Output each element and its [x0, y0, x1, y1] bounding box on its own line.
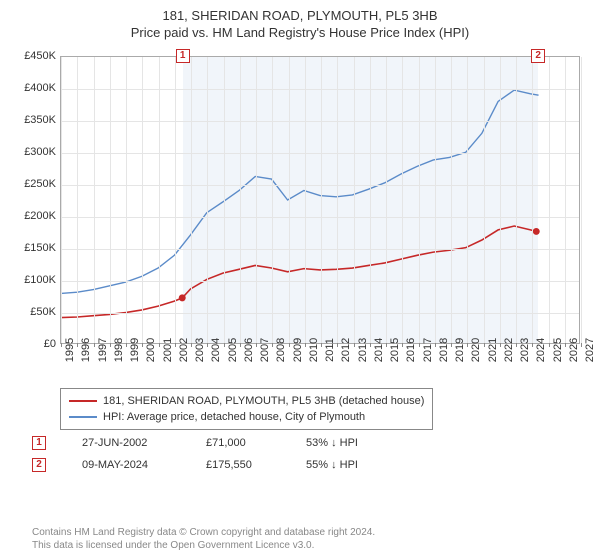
gridline-v [240, 57, 241, 343]
gridline-v [224, 57, 225, 343]
gridline-v [272, 57, 273, 343]
gridline-v [549, 57, 550, 343]
gridline-v [451, 57, 452, 343]
gridline-v [321, 57, 322, 343]
legend-label: HPI: Average price, detached house, City… [103, 411, 365, 423]
sale-index-box: 2 [32, 458, 46, 472]
sale-hpi-delta: 55% ↓ HPI [306, 459, 416, 471]
gridline-v [565, 57, 566, 343]
sales-row: 1 27-JUN-2002 £71,000 53% ↓ HPI [32, 432, 416, 454]
y-tick-label: £200K [10, 210, 56, 222]
gridline-v [159, 57, 160, 343]
y-tick-label: £350K [10, 114, 56, 126]
line-layer [61, 57, 579, 343]
gridline-h [61, 185, 579, 186]
sale-marker-box: 2 [531, 49, 545, 63]
legend-swatch [69, 400, 97, 402]
gridline-v [484, 57, 485, 343]
sale-price: £175,550 [206, 459, 270, 471]
legend-label: 181, SHERIDAN ROAD, PLYMOUTH, PL5 3HB (d… [103, 395, 424, 407]
sale-index-box: 1 [32, 436, 46, 450]
gridline-v [516, 57, 517, 343]
gridline-v [386, 57, 387, 343]
gridline-v [500, 57, 501, 343]
gridline-v [337, 57, 338, 343]
gridline-v [110, 57, 111, 343]
gridline-v [467, 57, 468, 343]
legend-item: HPI: Average price, detached house, City… [69, 409, 424, 425]
gridline-v [256, 57, 257, 343]
gridline-h [61, 281, 579, 282]
chart-title-block: 181, SHERIDAN ROAD, PLYMOUTH, PL5 3HB Pr… [0, 0, 600, 44]
gridline-v [207, 57, 208, 343]
gridline-v [581, 57, 582, 343]
gridline-h [61, 153, 579, 154]
gridline-h [61, 121, 579, 122]
gridline-v [191, 57, 192, 343]
chart-title: 181, SHERIDAN ROAD, PLYMOUTH, PL5 3HB [0, 8, 600, 23]
gridline-v [370, 57, 371, 343]
sales-row: 2 09-MAY-2024 £175,550 55% ↓ HPI [32, 454, 416, 476]
sale-marker-box: 1 [176, 49, 190, 63]
gridline-v [402, 57, 403, 343]
y-tick-label: £0 [10, 338, 56, 350]
gridline-v [77, 57, 78, 343]
y-tick-label: £50K [10, 306, 56, 318]
sale-date: 09-MAY-2024 [82, 459, 170, 471]
y-tick-label: £150K [10, 242, 56, 254]
plot-area: 12 [60, 56, 580, 344]
sale-hpi-delta: 53% ↓ HPI [306, 437, 416, 449]
x-tick-label: 2027 [584, 338, 600, 362]
gridline-v [532, 57, 533, 343]
attribution-footer: Contains HM Land Registry data © Crown c… [32, 526, 375, 552]
gridline-v [94, 57, 95, 343]
sale-price: £71,000 [206, 437, 270, 449]
gridline-v [126, 57, 127, 343]
gridline-v [175, 57, 176, 343]
footer-line-1: Contains HM Land Registry data © Crown c… [32, 526, 375, 539]
gridline-v [142, 57, 143, 343]
gridline-v [305, 57, 306, 343]
footer-line-2: This data is licensed under the Open Gov… [32, 539, 375, 552]
sale-dot [533, 228, 540, 235]
gridline-v [289, 57, 290, 343]
sales-table: 1 27-JUN-2002 £71,000 53% ↓ HPI 2 09-MAY-2024… [32, 432, 416, 476]
legend: 181, SHERIDAN ROAD, PLYMOUTH, PL5 3HB (d… [60, 388, 433, 430]
chart-subtitle: Price paid vs. HM Land Registry's House … [0, 25, 600, 40]
sale-date: 27-JUN-2002 [82, 437, 170, 449]
gridline-h [61, 249, 579, 250]
gridline-v [354, 57, 355, 343]
y-tick-label: £450K [10, 50, 56, 62]
legend-item: 181, SHERIDAN ROAD, PLYMOUTH, PL5 3HB (d… [69, 393, 424, 409]
sale-dot [179, 294, 186, 301]
gridline-h [61, 89, 579, 90]
x-tick [61, 343, 62, 347]
y-tick-label: £250K [10, 178, 56, 190]
y-tick-label: £300K [10, 146, 56, 158]
chart-container: 12 £0£50K£100K£150K£200K£250K£300K£350K£… [10, 48, 590, 378]
legend-swatch [69, 416, 97, 418]
gridline-v [61, 57, 62, 343]
y-tick-label: £400K [10, 82, 56, 94]
gridline-h [61, 217, 579, 218]
y-tick-label: £100K [10, 274, 56, 286]
gridline-v [435, 57, 436, 343]
gridline-v [419, 57, 420, 343]
series-price_paid [61, 226, 536, 318]
gridline-h [61, 313, 579, 314]
